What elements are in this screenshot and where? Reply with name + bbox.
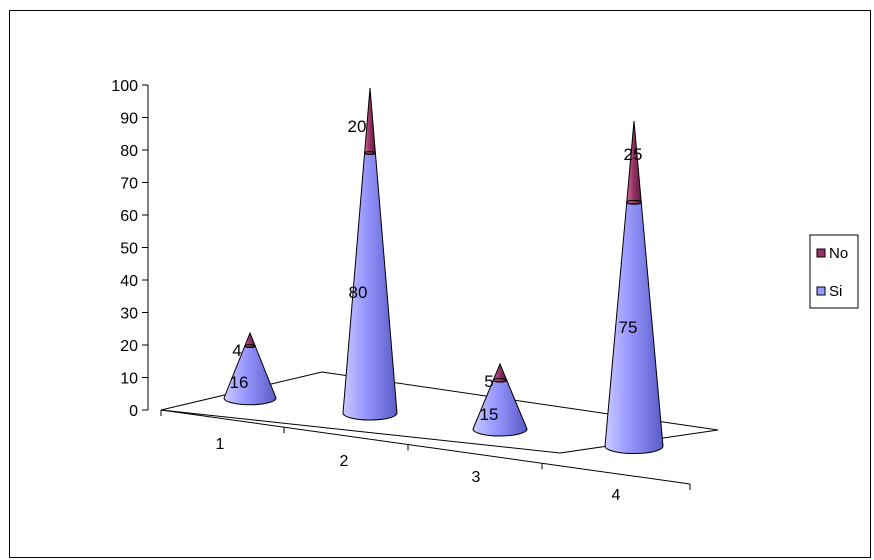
y-tick-label: 60 — [120, 208, 138, 225]
legend-label-si: Si — [829, 283, 842, 300]
y-tick-label: 100 — [111, 78, 138, 95]
cone-rim-3 — [492, 377, 508, 383]
cone-rim-4 — [626, 199, 642, 205]
y-tick-label: 20 — [120, 338, 138, 355]
cone-rim-2 — [364, 151, 376, 155]
legend: No Si — [809, 234, 859, 309]
y-tick-label: 80 — [120, 143, 138, 160]
data-label-no-1: 4 — [232, 341, 241, 360]
x-tick-label: 3 — [472, 469, 481, 486]
x-axis-line — [160, 409, 691, 485]
y-tick-label: 10 — [120, 371, 138, 388]
x-tick-label: 4 — [612, 487, 621, 504]
y-tick-label: 0 — [129, 403, 138, 420]
cone-rim-1 — [244, 344, 256, 348]
y-tick-label: 90 — [120, 111, 138, 128]
y-tick-label: 30 — [120, 306, 138, 323]
data-label-no-3: 5 — [484, 372, 493, 391]
data-label-si-1: 16 — [230, 373, 249, 392]
y-tick-label: 50 — [120, 241, 138, 258]
legend-swatch-no — [816, 248, 826, 258]
chart-area — [9, 10, 871, 558]
legend-swatch-si — [816, 286, 826, 296]
y-tick-label: 70 — [120, 176, 138, 193]
data-label-no-4: 25 — [624, 145, 643, 164]
data-label-si-2: 80 — [349, 283, 368, 302]
data-label-si-4: 75 — [619, 318, 638, 337]
legend-box — [809, 234, 859, 309]
x-tick-label: 1 — [216, 436, 225, 453]
cones — [223, 87, 664, 455]
legend-label-no: No — [829, 245, 848, 262]
x-tick-label: 2 — [340, 453, 349, 470]
data-label-no-2: 20 — [348, 117, 367, 136]
data-label-si-3: 15 — [480, 405, 499, 424]
y-tick-label: 40 — [120, 273, 138, 290]
data-labels: 16 80 15 75 4 20 5 25 — [230, 117, 643, 424]
